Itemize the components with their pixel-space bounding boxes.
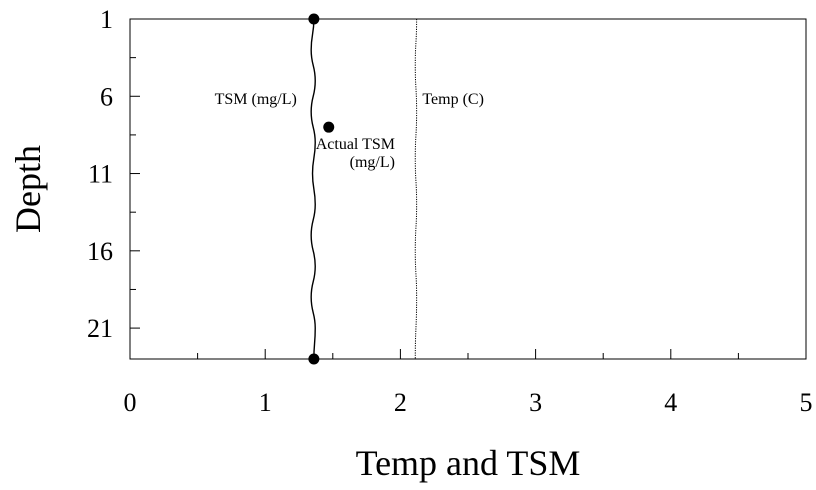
y-tick-label: 16 [87,237,113,266]
tsm-mg-l-line [310,18,316,360]
annotation-tsm-mg-l: TSM (mg/L) [215,91,297,108]
y-tick-label: 21 [87,314,113,343]
actual-tsm-mg-l-point [308,353,320,365]
y-tick-label: 6 [100,82,113,111]
x-tick-label: 5 [800,388,813,417]
y-tick-label: 11 [88,160,113,189]
actual-tsm-mg-l-point [308,13,320,25]
x-minor-ticks [197,349,739,359]
temp-c-line [414,18,418,360]
annotation-line: Temp (C) [422,91,484,108]
annotation-temp-c: Temp (C) [422,91,484,108]
annotation-line: Actual TSM [316,136,395,153]
x-tick-label: 1 [259,388,272,417]
annotation-line: TSM (mg/L) [215,91,297,108]
y-tick-label: 1 [100,5,113,34]
y-axis-title: Depth [8,145,48,233]
series-layer [308,13,418,365]
x-tick-label: 4 [664,388,677,417]
x-tick-label: 0 [124,388,137,417]
annotation-line: (mg/L) [350,154,395,171]
x-tick-label: 3 [529,388,542,417]
annotation-actual-tsm-mg-l: Actual TSM (mg/L) [316,136,395,171]
plot-frame [129,18,807,360]
actual-tsm-mg-l-point [323,121,335,133]
annotation-layer: TSM (mg/L) Temp (C) Actual TSM (mg/L) [215,91,484,171]
x-tick-label: 2 [394,388,407,417]
x-axis-title: Temp and TSM [356,443,581,483]
x-tick-labels: 0 1 2 3 4 5 [124,388,813,417]
y-minor-ticks [130,57,140,329]
